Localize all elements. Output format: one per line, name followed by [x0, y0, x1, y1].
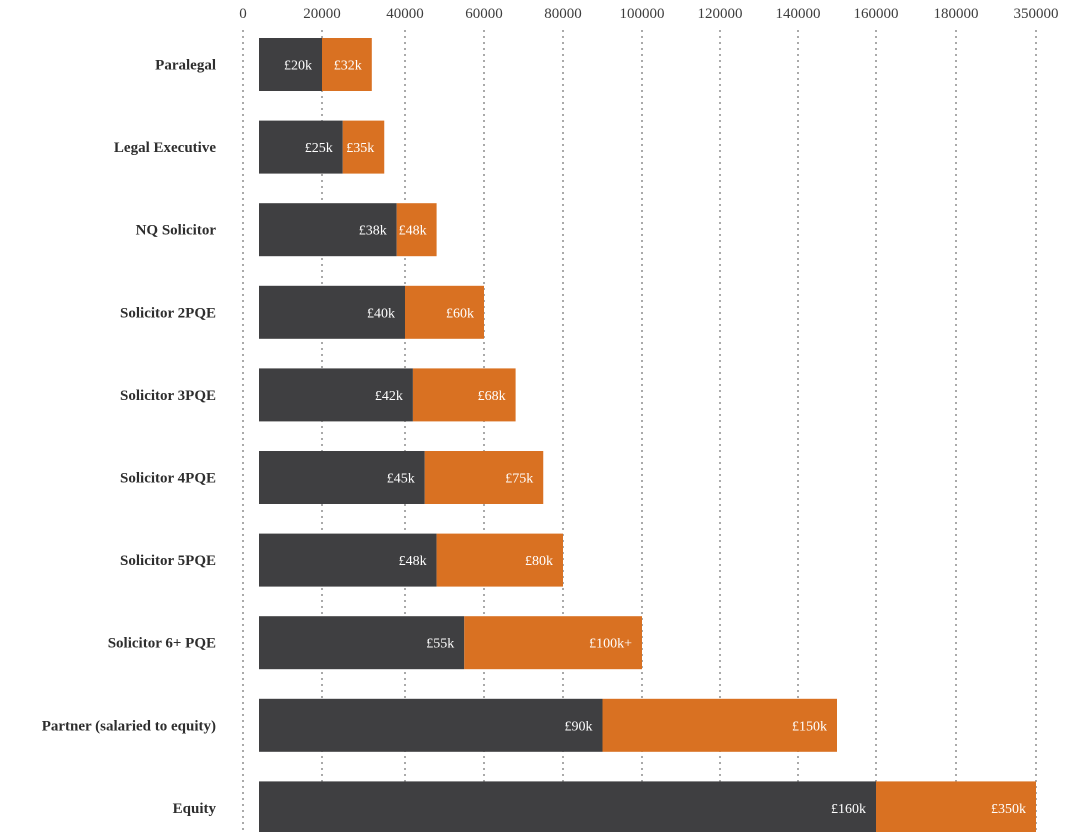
bar-max-salary [602, 698, 837, 752]
bar-max-salary [342, 120, 385, 174]
bar-max-salary [322, 38, 372, 91]
category-label: Solicitor 4PQE [120, 471, 216, 487]
bar-min-salary [259, 203, 397, 257]
bar-value-label-min: £20k [284, 59, 312, 74]
bar-value-label-min: £90k [565, 719, 593, 734]
x-tick-label: 160000 [854, 6, 899, 22]
x-tick-label: 0 [239, 6, 247, 22]
category-label: Solicitor 3PQE [120, 388, 216, 404]
bar-min-salary [259, 368, 413, 422]
bar-value-label-min: £55k [426, 637, 454, 652]
bar-value-label-max: £68k [478, 389, 506, 404]
bar-min-salary [259, 38, 322, 91]
bar-value-label-max: £80k [525, 554, 553, 569]
bar-value-label-min: £25k [305, 141, 333, 156]
bars: £20k £32k £25k £35k £38k £48k £40k £60k £42k £68k… [259, 38, 1036, 832]
category-label: Equity [173, 801, 217, 817]
x-tick-label: 180000 [934, 6, 979, 22]
bar-min-salary [259, 120, 343, 174]
bar-value-label-min: £40k [367, 306, 395, 321]
bar-max-salary [396, 203, 437, 257]
category-label: NQ Solicitor [136, 223, 217, 239]
bar-min-salary [259, 781, 876, 832]
bar-value-label-max: £75k [505, 472, 533, 487]
bar-value-label-min: £45k [387, 472, 415, 487]
bar-max-salary [436, 533, 563, 587]
bar-value-label-max: £35k [346, 141, 374, 156]
bar-value-label-max: £100k+ [589, 637, 632, 652]
bar-max-salary [464, 616, 642, 670]
bar-value-label-max: £350k [991, 802, 1026, 817]
bar-value-label-max: £48k [399, 224, 427, 239]
category-label: Solicitor 5PQE [120, 553, 216, 569]
category-labels: Paralegal Legal Executive NQ Solicitor Soli… [42, 58, 217, 817]
bar-value-label-max: £60k [446, 306, 474, 321]
x-tick-label: 80000 [544, 6, 582, 22]
x-tick-label: 140000 [776, 6, 821, 22]
bar-max-salary [412, 368, 516, 422]
x-tick-label: 100000 [620, 6, 665, 22]
bar-value-label-max: £150k [792, 719, 827, 734]
bar-max-salary [424, 451, 544, 504]
bar-value-label-max: £32k [334, 59, 362, 74]
category-label: Solicitor 6+ PQE [108, 636, 216, 652]
bar-value-label-min: £38k [359, 224, 387, 239]
bar-value-label-min: £48k [399, 554, 427, 569]
category-label: Paralegal [155, 58, 216, 74]
x-axis-ticks: 0 20000 40000 60000 80000 100000 120000 140000 1… [239, 6, 1058, 22]
category-label: Partner (salaried to equity) [42, 718, 216, 734]
bar-max-salary [405, 285, 484, 339]
bar-min-salary [259, 285, 405, 339]
x-tick-label: 20000 [303, 6, 341, 22]
bar-min-salary [259, 533, 437, 587]
x-tick-label: 350000 [1014, 6, 1059, 22]
bar-max-salary [876, 781, 1036, 832]
bar-min-salary [259, 451, 425, 504]
category-label: Legal Executive [114, 140, 216, 156]
bar-min-salary [259, 698, 603, 752]
x-tick-label: 60000 [465, 6, 503, 22]
bar-value-label-min: £160k [831, 802, 866, 817]
category-label: Solicitor 2PQE [120, 305, 216, 321]
x-tick-label: 120000 [698, 6, 743, 22]
x-tick-label: 40000 [386, 6, 424, 22]
bar-value-label-min: £42k [375, 389, 403, 404]
bar-min-salary [259, 616, 465, 670]
